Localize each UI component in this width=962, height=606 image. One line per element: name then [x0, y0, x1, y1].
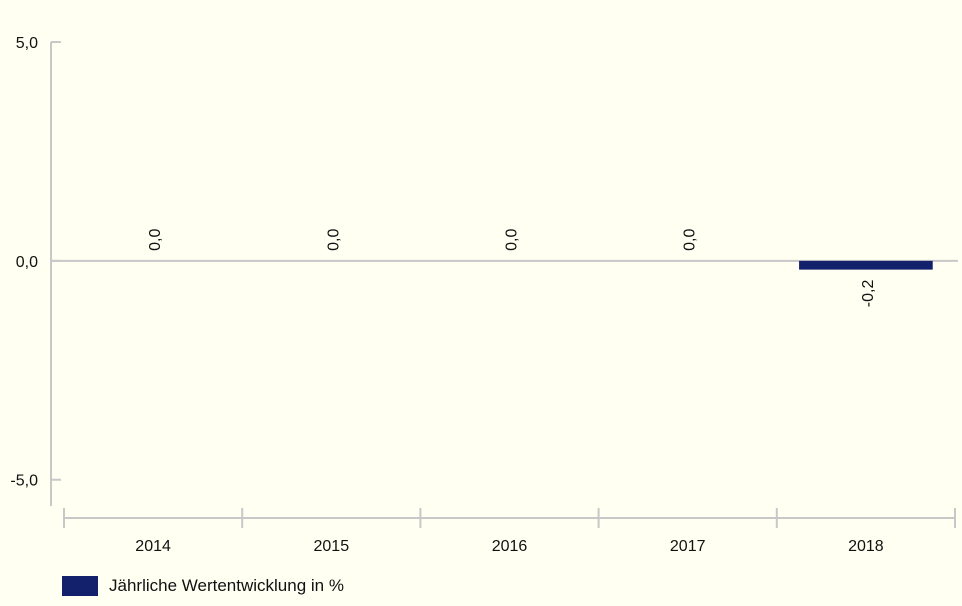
data-label: -0,2	[860, 280, 877, 308]
x-tick-label: 2018	[848, 538, 884, 555]
data-label: 0,0	[147, 229, 164, 251]
data-label: 0,0	[504, 229, 521, 251]
bar	[799, 260, 933, 270]
x-tick-label: 2014	[135, 538, 171, 555]
legend-label: Jährliche Wertentwicklung in %	[109, 576, 344, 595]
y-tick-label: -5,0	[10, 473, 38, 490]
y-axis: 5,0 0,0 -5,0	[10, 35, 958, 506]
x-tick-label: 2017	[670, 538, 706, 555]
data-label: 0,0	[682, 229, 699, 251]
x-tick-label: 2016	[492, 538, 528, 555]
x-axis: 2014 2015 2016 2017 2018	[63, 508, 956, 555]
x-tick-label: 2015	[314, 538, 350, 555]
legend: Jährliche Wertentwicklung in %	[62, 576, 344, 596]
y-tick-label: 0,0	[16, 254, 38, 271]
bars	[799, 260, 933, 270]
data-labels: 0,0 0,0 0,0 0,0 -0,2	[147, 229, 877, 308]
data-label: 0,0	[325, 229, 342, 251]
y-tick-label: 5,0	[16, 35, 38, 52]
legend-swatch	[62, 576, 98, 596]
